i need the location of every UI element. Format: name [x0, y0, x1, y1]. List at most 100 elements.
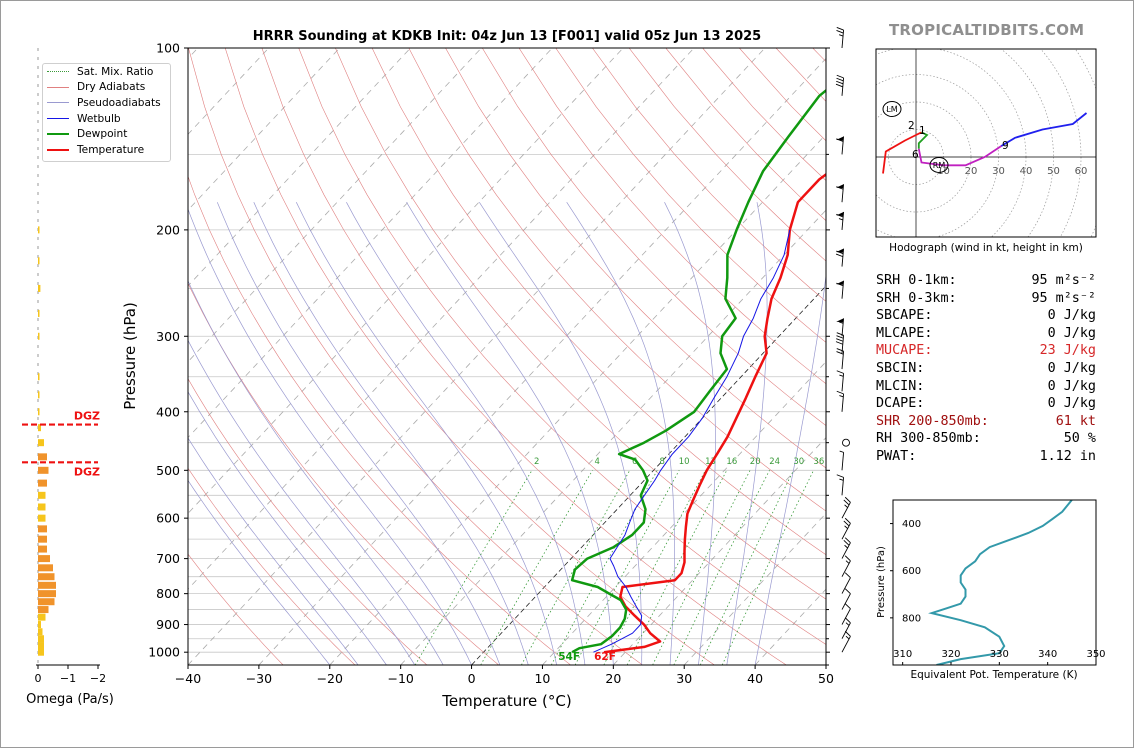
x-tick-label: 20 [605, 671, 621, 686]
omega-bar [38, 503, 46, 511]
isotherm [329, 133, 826, 665]
omega-bar [38, 309, 40, 317]
param-label: SBCAPE: [876, 308, 933, 324]
omega-tick-label: −2 [90, 672, 106, 685]
y-tick-label: 100 [156, 41, 180, 56]
dry-adiabat [408, 48, 826, 512]
param-label: SRH 0-1km: [876, 273, 957, 288]
param-row: MUCAPE: 23 J/kg [876, 342, 1116, 360]
legend-swatch [47, 86, 69, 88]
wind-barb [836, 318, 845, 337]
pseudoadiabat [188, 479, 331, 665]
mixing-ratio-label: 36 [813, 457, 824, 467]
omega-bar [38, 453, 47, 461]
theta-xtick-label: 330 [990, 649, 1009, 660]
omega-bar [38, 284, 41, 292]
wind-barb [842, 438, 850, 447]
hodo-trace [882, 131, 922, 174]
omega-bar [38, 606, 49, 614]
wind-barb [841, 572, 851, 594]
dry-adiabat [188, 553, 284, 665]
hodo-height-label: 9 [1002, 140, 1009, 152]
dry-adiabat [335, 48, 826, 600]
theta-xtick-label: 320 [941, 649, 960, 660]
wind-barb [841, 603, 851, 625]
x-axis-label: Temperature (°C) [441, 692, 571, 710]
pseudoadiabat [188, 391, 387, 665]
param-row: MLCAPE: 0 J/kg [876, 325, 1116, 343]
param-label: SHR 200-850mb: [876, 413, 989, 429]
legend-label: Wetbulb [77, 112, 121, 125]
param-row: SHR 200-850mb: 61 kt [876, 413, 1116, 431]
hodo-ring-label: 50 [1047, 166, 1060, 177]
legend-item: Dewpoint [43, 126, 170, 142]
wind-barb [836, 370, 845, 392]
pseudoadiabat [479, 202, 643, 665]
skewt-plot-frame [187, 47, 827, 666]
param-value: 50 % [1063, 431, 1096, 447]
omega-bar [38, 628, 43, 636]
y-tick-label: 500 [156, 463, 180, 478]
param-row: DCAPE: 0 J/kg [876, 395, 1116, 413]
param-row: SRH 0-3km: 95 m²s⁻² [876, 290, 1116, 308]
pseudoadiabat [754, 272, 826, 665]
x-tick-label: −10 [387, 671, 413, 686]
omega-bar [38, 514, 46, 522]
omega-bar [38, 613, 46, 621]
param-row: SBCIN: 0 J/kg [876, 360, 1116, 378]
omega-bar [38, 535, 47, 543]
pseudoadiabat [188, 279, 444, 665]
param-value: 0 J/kg [1047, 308, 1096, 324]
dry-adiabat [188, 467, 356, 665]
param-value: 95 m²s⁻² [1031, 290, 1097, 306]
param-value: 23 J/kg [1039, 343, 1096, 359]
pseudoadiabat [216, 202, 501, 665]
wind-barb [841, 537, 851, 559]
legend-label: Pseudoadiabats [77, 96, 161, 109]
y-axis-label: Pressure (hPa) [121, 302, 139, 410]
theta-e-xlabel: Equivalent Pot. Temperature (K) [910, 669, 1077, 681]
omega-tick-label: 0 [35, 672, 42, 685]
storm-motion-marker [882, 101, 902, 117]
mixing-ratio-label: 30 [793, 457, 804, 467]
chart-legend: Sat. Mix. Ratio Dry Adiabats Pseudoadiabat… [42, 63, 171, 162]
y-tick-label: 1000 [148, 645, 180, 660]
wind-barb [841, 630, 851, 653]
param-label: MLCAPE: [876, 325, 933, 341]
y-tick-label: 600 [156, 511, 180, 526]
pseudoadiabat [188, 437, 359, 665]
pseudoadiabat [406, 202, 614, 665]
param-row: PWAT: 1.12 in [876, 448, 1116, 466]
wind-barb [836, 136, 845, 155]
legend-label: Temperature [77, 143, 145, 156]
param-value: 0 J/kg [1047, 378, 1096, 394]
hodo-ring-label: 20 [965, 166, 978, 177]
dry-adiabat [518, 48, 826, 385]
wind-barb [841, 496, 851, 519]
omega-bar [38, 564, 53, 572]
hodo-height-label: 2 [908, 120, 915, 132]
mixing-ratio-label: 2 [534, 457, 539, 467]
mixing-ratio-line [699, 470, 794, 665]
dry-adiabat [298, 48, 826, 645]
omega-bar [38, 491, 46, 499]
omega-xlabel: Omega (Pa/s) [26, 692, 114, 707]
sounding-parameters: SRH 0-1km: 95 m²s⁻² SRH 0-3km: 95 m²s⁻² SBCA… [876, 272, 1116, 466]
param-label: RH 300-850mb: [876, 431, 981, 447]
wind-barb [836, 184, 845, 203]
omega-bar [38, 373, 40, 381]
hodo-trace [917, 131, 929, 149]
omega-bar [38, 257, 40, 265]
param-value: 0 J/kg [1047, 360, 1096, 376]
mixing-ratio-line [652, 470, 751, 665]
x-tick-label: 10 [534, 671, 550, 686]
param-row: MLCIN: 0 J/kg [876, 378, 1116, 396]
param-label: MLCIN: [876, 378, 925, 394]
x-tick-label: −20 [317, 671, 343, 686]
hodograph-caption: Hodograph (wind in kt, height in km) [889, 242, 1083, 254]
legend-swatch [47, 148, 69, 151]
legend-swatch [47, 118, 69, 120]
x-tick-label: −40 [175, 671, 201, 686]
mixing-ratio-line [673, 470, 770, 665]
dry-adiabat [482, 48, 826, 427]
